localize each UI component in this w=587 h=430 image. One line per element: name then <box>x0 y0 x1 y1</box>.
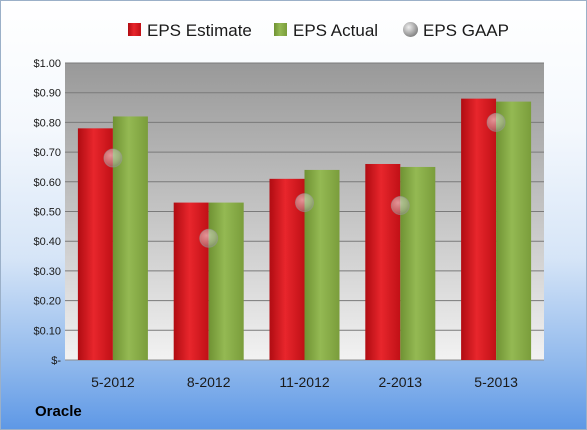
point-eps-gaap <box>199 228 219 248</box>
point-eps-gaap <box>295 193 314 213</box>
y-tick-label: $0.10 <box>33 325 61 337</box>
legend-label: EPS Estimate <box>147 21 252 40</box>
y-tick-label: $- <box>51 355 61 367</box>
x-tick-label: 8-2012 <box>187 374 231 390</box>
company-name: Oracle <box>35 403 82 420</box>
bar-eps-actual <box>400 166 436 360</box>
legend-swatch <box>128 23 141 36</box>
y-tick-label: $0.90 <box>33 88 61 100</box>
point-eps-gaap <box>390 196 410 216</box>
bar-eps-actual <box>496 101 532 361</box>
bar-eps-estimate <box>173 202 209 360</box>
y-tick-label: $0.70 <box>33 147 61 159</box>
x-tick-label: 5-2013 <box>474 374 518 390</box>
legend-swatch <box>274 23 287 36</box>
y-tick-label: $0.30 <box>33 266 61 278</box>
y-tick-label: $0.60 <box>33 177 61 189</box>
legend-swatch <box>403 22 418 37</box>
y-tick-label: $0.80 <box>33 117 61 129</box>
bar-eps-actual <box>208 202 244 360</box>
y-tick-label: $0.40 <box>33 236 61 248</box>
x-tick-label: 11-2012 <box>279 374 330 390</box>
legend-label: EPS GAAP <box>423 21 509 40</box>
bar-eps-estimate <box>77 128 113 360</box>
x-tick-label: 5-2012 <box>91 374 135 390</box>
y-tick-label: $0.20 <box>33 296 61 308</box>
point-eps-gaap <box>103 148 123 168</box>
y-tick-label: $0.50 <box>33 207 61 219</box>
bar-eps-estimate <box>461 98 497 360</box>
x-tick-label: 2-2013 <box>379 374 423 390</box>
legend-label: EPS Actual <box>293 21 378 40</box>
point-eps-gaap <box>486 112 506 132</box>
y-tick-label: $1.00 <box>33 58 61 70</box>
bar-eps-estimate <box>365 163 401 360</box>
